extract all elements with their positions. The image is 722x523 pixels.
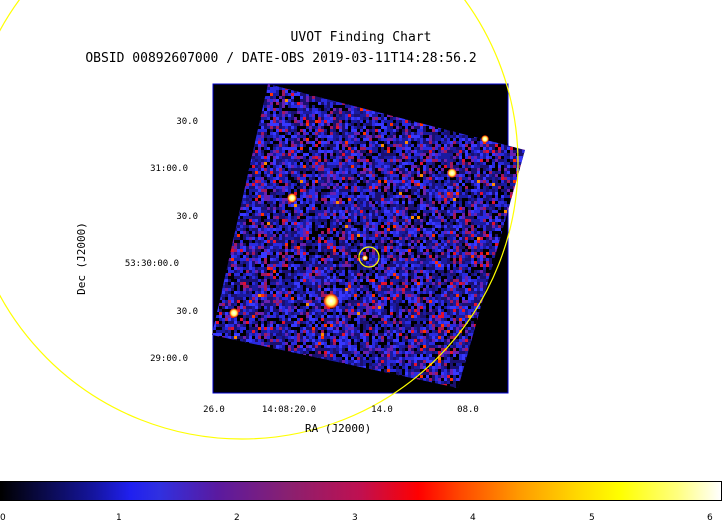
y-axis-label: Dec (J2000): [75, 222, 88, 295]
x-tick-4: 08.0: [428, 405, 508, 415]
x-tick-3: 14.0: [342, 405, 422, 415]
bright-source-3: [447, 168, 457, 178]
colorbar-tick-2: 2: [234, 513, 240, 523]
y-tick-1: 30.0: [118, 117, 198, 127]
colorbar-tick-4: 4: [470, 513, 476, 523]
bright-source-2: [287, 193, 297, 203]
y-tick-6: 29:00.0: [108, 354, 188, 364]
colorbar-tick-3: 3: [352, 513, 358, 523]
y-tick-2: 31:00.0: [108, 164, 188, 174]
target-source: [362, 255, 368, 261]
bright-source-5: [229, 308, 239, 318]
x-tick-1: 26.0: [174, 405, 254, 415]
bright-source-1: [323, 293, 339, 309]
colorbar-tick-1: 1: [116, 513, 122, 523]
colorbar-tick-6: 6: [707, 513, 713, 523]
x-axis-label: RA (J2000): [305, 422, 371, 435]
colorbar-tick-5: 5: [589, 513, 595, 523]
y-tick-3: 30.0: [118, 212, 198, 222]
bright-source-4: [481, 135, 489, 143]
y-tick-4: 53:30:00.0: [99, 259, 179, 269]
y-tick-5: 30.0: [118, 307, 198, 317]
colorbar: [0, 481, 722, 501]
colorbar-tick-0: 0: [0, 513, 6, 523]
x-tick-2: 14:08:20.0: [249, 405, 329, 415]
